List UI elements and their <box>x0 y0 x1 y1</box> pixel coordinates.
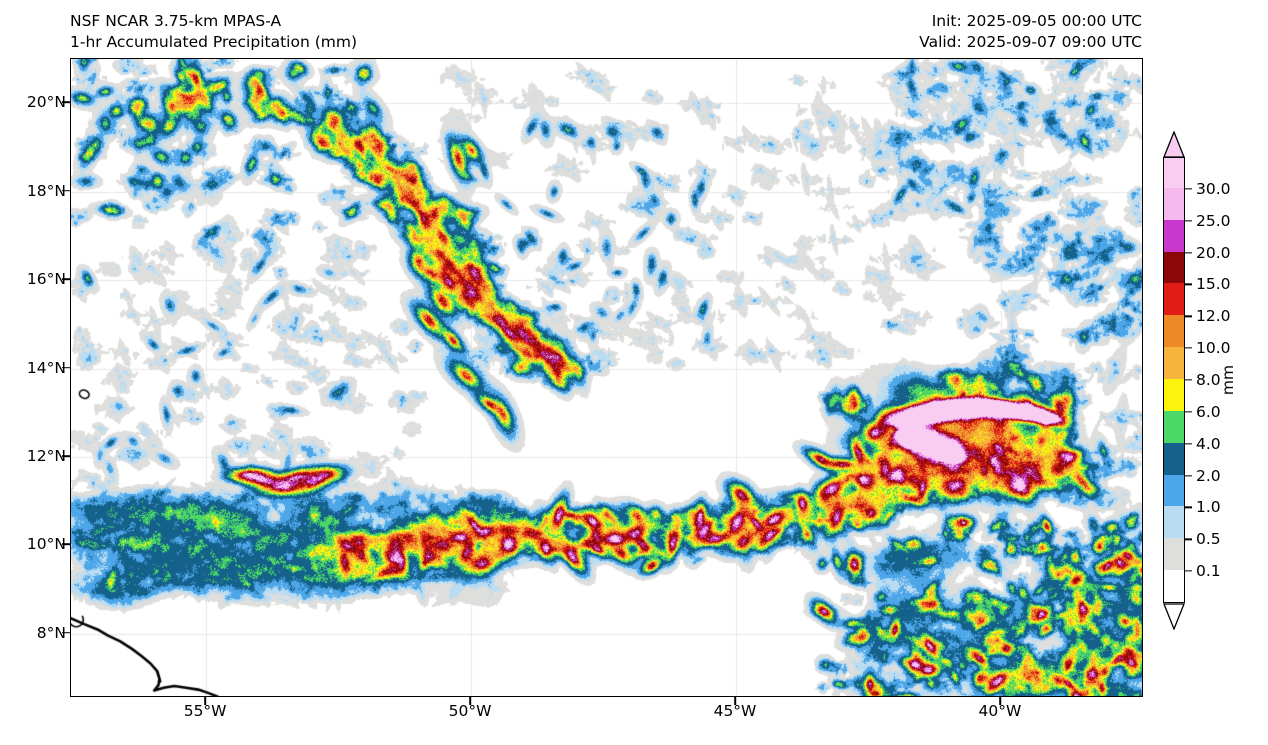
colorbar-tick-3 <box>1185 474 1192 477</box>
ytick-label-5: 18°N <box>26 181 66 200</box>
map-plot-area <box>70 58 1143 697</box>
colorbar-tick-1 <box>1185 538 1192 540</box>
xtick-label-2: 45°W <box>713 702 757 720</box>
colorbar-segment-6 <box>1164 378 1184 411</box>
ytick-mark-2 <box>62 455 70 457</box>
ytick-mark-5 <box>62 189 70 192</box>
ytick-mark-3 <box>62 366 70 369</box>
colorbar-label-1: 0.5 <box>1196 530 1221 549</box>
colorbar-segment-5 <box>1164 410 1184 443</box>
ytick-mark-1 <box>62 543 70 546</box>
ytick-mark-0 <box>62 632 70 634</box>
colorbar-segment-10 <box>1164 250 1184 284</box>
colorbar-tick-7 <box>1185 347 1192 349</box>
xtick-label-3: 40°W <box>978 702 1022 720</box>
colorbar-label-4: 4.0 <box>1196 434 1221 453</box>
colorbar-tick-12 <box>1185 188 1192 190</box>
colorbar-label-11: 25.0 <box>1196 211 1231 230</box>
colorbar-tick-10 <box>1185 251 1192 254</box>
colorbar-segment-4 <box>1164 442 1184 475</box>
ytick-label-4: 16°N <box>26 270 66 289</box>
ytick-mark-4 <box>62 278 70 280</box>
colorbar-tick-9 <box>1185 283 1192 286</box>
colorbar-segment-8 <box>1164 314 1184 348</box>
colorbar-segment-13 <box>1164 158 1184 188</box>
colorbar-label-3: 2.0 <box>1196 466 1221 485</box>
precipitation-field <box>71 59 1142 696</box>
colorbar-segment-7 <box>1164 346 1184 379</box>
forecast-times: Init: 2025-09-05 00:00 UTC Valid: 2025-0… <box>919 11 1142 53</box>
colorbar-tick-8 <box>1185 315 1192 317</box>
ytick-label-1: 10°N <box>26 535 66 554</box>
colorbar-label-9: 15.0 <box>1196 275 1231 294</box>
colorbar-label-6: 8.0 <box>1196 371 1221 389</box>
init-time: Init: 2025-09-05 00:00 UTC <box>931 12 1142 30</box>
colorbar-segment-12 <box>1164 187 1184 220</box>
xtick-label-1: 50°W <box>448 702 492 720</box>
colorbar-over-arrow <box>1163 131 1185 158</box>
ytick-label-2: 12°N <box>26 446 66 465</box>
ytick-mark-6 <box>62 101 70 104</box>
ytick-label-0: 8°N <box>36 623 66 642</box>
colorbar-segment-9 <box>1164 282 1184 316</box>
colorbar-segment-11 <box>1164 219 1184 252</box>
colorbar-label-8: 12.0 <box>1196 307 1231 326</box>
xtick-label-0: 55°W <box>183 702 227 720</box>
colorbar-label-5: 6.0 <box>1196 402 1221 421</box>
ytick-label-3: 14°N <box>26 358 66 377</box>
colorbar-segment-1 <box>1164 537 1184 571</box>
model-name: NSF NCAR 3.75-km MPAS-A <box>70 12 282 30</box>
valid-time: Valid: 2025-09-07 09:00 UTC <box>919 33 1142 51</box>
colorbar-tick-0 <box>1185 570 1192 572</box>
colorbar-tick-2 <box>1185 506 1192 509</box>
colorbar-label-2: 1.0 <box>1196 498 1221 517</box>
figure-title: NSF NCAR 3.75-km MPAS-A 1-hr Accumulated… <box>70 11 357 53</box>
colorbar-label-0: 0.1 <box>1196 562 1221 581</box>
colorbar-tick-11 <box>1185 220 1192 222</box>
colorbar-segment-0 <box>1164 569 1184 602</box>
colorbar-under-arrow <box>1163 603 1185 630</box>
colorbar <box>1163 131 1185 630</box>
colorbar-body <box>1163 157 1185 603</box>
field-name: 1-hr Accumulated Precipitation (mm) <box>70 33 357 51</box>
colorbar-tick-6 <box>1185 379 1192 381</box>
ytick-label-6: 20°N <box>26 93 66 112</box>
colorbar-unit-label: mm <box>1219 364 1237 396</box>
xtick-mark-0 <box>204 697 206 705</box>
colorbar-label-7: 10.0 <box>1196 339 1231 358</box>
colorbar-segment-3 <box>1164 473 1184 507</box>
xtick-mark-3 <box>999 697 1001 705</box>
xtick-mark-1 <box>469 697 471 705</box>
colorbar-label-10: 20.0 <box>1196 243 1231 262</box>
colorbar-label-12: 30.0 <box>1196 179 1231 198</box>
colorbar-tick-5 <box>1185 411 1192 413</box>
xtick-mark-2 <box>734 697 736 705</box>
colorbar-tick-4 <box>1185 443 1192 445</box>
colorbar-segment-2 <box>1164 505 1184 539</box>
